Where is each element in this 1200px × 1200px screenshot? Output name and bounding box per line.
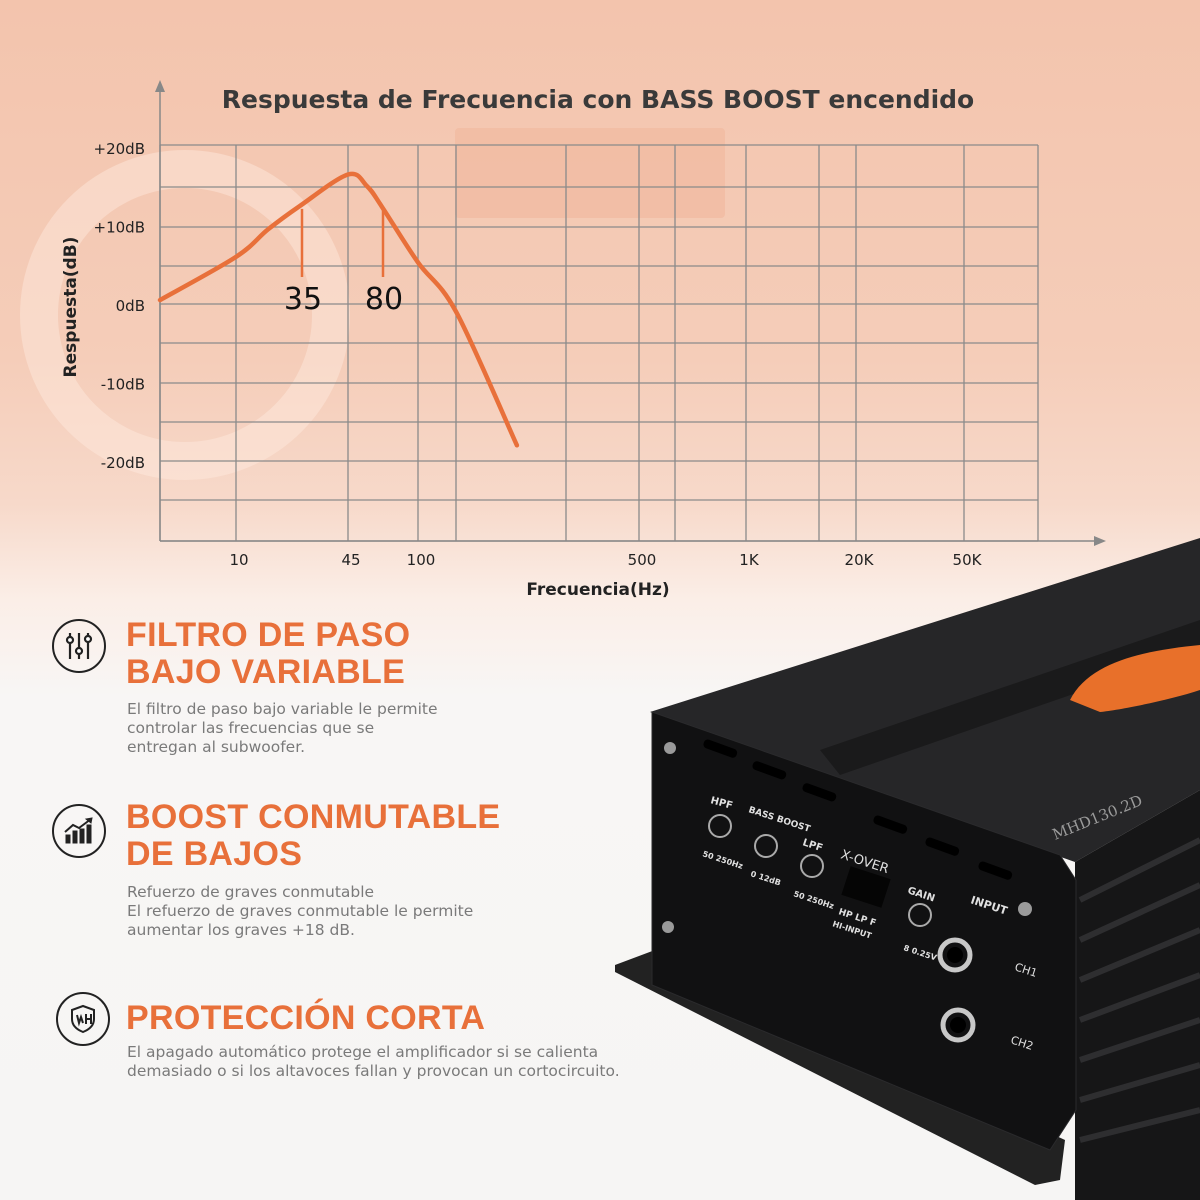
chart-grid	[159, 144, 1039, 542]
x-tick-label: 10	[229, 551, 248, 569]
feature-description: Refuerzo de graves conmutable El refuerzo…	[127, 883, 474, 939]
growth-chart-icon	[52, 804, 106, 858]
y-tick-label: -20dB	[101, 454, 145, 472]
x-tick-label: 100	[407, 551, 436, 569]
chart-title: Respuesta de Frecuencia con BASS BOOST e…	[222, 85, 974, 114]
annotation-label: 80	[365, 282, 403, 317]
frequency-response-chart: Respuesta de Frecuencia con BASS BOOST e…	[61, 80, 1106, 600]
annotation-label: 35	[284, 282, 322, 317]
x-tick-label: 20K	[845, 551, 875, 569]
feature-description: El apagado automático protege el amplifi…	[127, 1043, 620, 1080]
chart-axes	[155, 80, 1106, 546]
amp-heatsink	[1075, 790, 1200, 1200]
xover-switch	[841, 866, 891, 908]
x-tick-labels: 10 45 100 500 1K 20K 50K	[229, 551, 982, 569]
y-tick-label: 0dB	[116, 297, 145, 315]
x-tick-label: 50K	[953, 551, 983, 569]
feature-title: FILTRO DE PASO BAJO VARIABLE	[126, 616, 411, 691]
chart-annotations: 35 80	[284, 208, 403, 317]
feature-title: PROTECCIÓN CORTA	[126, 999, 486, 1037]
response-curve	[157, 171, 520, 448]
feature-title: BOOST CONMUTABLE DE BAJOS	[126, 798, 501, 873]
y-axis-arrow	[155, 80, 165, 92]
x-axis-label: Frecuencia(Hz)	[526, 580, 669, 600]
sliders-icon	[52, 619, 106, 673]
x-tick-label: 45	[341, 551, 360, 569]
y-tick-label: -10dB	[101, 376, 145, 394]
y-axis-label: Respuesta(dB)	[61, 237, 81, 378]
logo-mark	[1070, 645, 1200, 712]
amplifier-product-image: HPF 50 250Hz BASS BOOST 0 12dB LPF 50 25…	[615, 538, 1200, 1200]
y-tick-label: +20dB	[94, 140, 145, 158]
feature-description: El filtro de paso bajo variable le permi…	[127, 700, 438, 756]
x-axis-arrow	[1094, 536, 1106, 546]
x-tick-label: 1K	[739, 551, 760, 569]
chart-series	[157, 171, 520, 448]
x-tick-label: 500	[628, 551, 657, 569]
amp-front-panel	[651, 711, 1077, 1151]
y-tick-label: +10dB	[94, 219, 145, 237]
y-tick-labels: +20dB +10dB 0dB -10dB -20dB	[94, 140, 145, 472]
shield-icon	[56, 992, 110, 1046]
amp-top-surface	[650, 538, 1200, 862]
